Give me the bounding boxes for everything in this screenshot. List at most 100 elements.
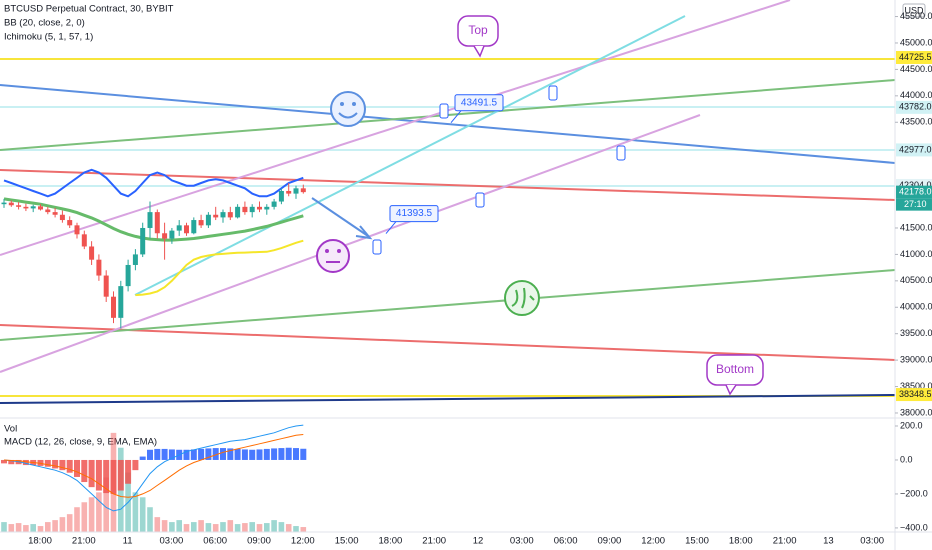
- y-tick-label: 45500.0: [900, 11, 932, 21]
- y-tick-label: 38500.0: [900, 381, 932, 391]
- candle-body: [184, 225, 189, 234]
- currency: USD: [904, 5, 924, 15]
- macd-histogram-bar: [300, 448, 307, 460]
- candle-body: [169, 230, 175, 239]
- currency-badge: [902, 3, 926, 18]
- volume-bar: [74, 507, 80, 532]
- macd-histogram-bar: [227, 448, 234, 460]
- trend-line: [0, 84, 896, 164]
- macd-histogram-bar: [263, 448, 270, 460]
- macd-histogram-bar: [190, 449, 197, 460]
- macd-histogram-bar: [220, 448, 226, 460]
- x-tick-label: 12:00: [641, 536, 665, 547]
- macd-histogram-bar: [52, 459, 59, 469]
- callout-pointer: [385, 221, 397, 234]
- hand-icons: [372, 85, 626, 255]
- x-tick-label: 12: [473, 536, 484, 547]
- symbol-title: BTCUSD Perpetual Contract, 30, BYBIT: [4, 4, 174, 15]
- price-tag-label: 43782.0: [899, 102, 932, 112]
- y-tick-label: 41000.0: [900, 249, 932, 259]
- volume-bar: [293, 526, 299, 532]
- candle-body: [111, 296, 116, 318]
- macd-histogram-bar: [293, 448, 299, 460]
- macd-histogram-bar: [154, 448, 161, 460]
- macd-histogram-bar: [110, 459, 117, 494]
- volume-bar: [139, 497, 146, 532]
- macd-histogram-bar: [278, 448, 285, 460]
- macd-histogram-bar: [81, 459, 88, 483]
- x-tick-label: 09:00: [598, 536, 622, 547]
- x-tick-label: 21:00: [773, 536, 797, 547]
- volume-bar: [271, 520, 277, 532]
- candle-body: [198, 220, 204, 226]
- macd-histogram-bar: [103, 459, 110, 494]
- signal-line: [3, 434, 304, 498]
- candle-body: [242, 206, 248, 213]
- volume-bar: [234, 524, 241, 532]
- y-tick-label: 40000.0: [900, 302, 932, 312]
- candle-body: [118, 286, 124, 318]
- volume-bar: [66, 514, 73, 532]
- note-bottom: Bottom: [706, 354, 764, 396]
- indicator-line: [3, 197, 304, 242]
- candle-body: [293, 188, 299, 194]
- callout-text: 43491.5: [461, 97, 498, 108]
- x-tick-label: 03:00: [510, 536, 534, 547]
- price-tag: [896, 143, 932, 157]
- x-tick-label: 03:00: [160, 536, 184, 547]
- candle-body: [235, 206, 241, 218]
- volume-bar: [45, 522, 51, 532]
- volume-bar: [220, 522, 226, 532]
- macd-line: [3, 424, 304, 512]
- candle-body: [176, 225, 182, 231]
- candle-body: [191, 220, 197, 234]
- indicator-line: [135, 239, 304, 297]
- volume-bar: [1, 522, 7, 532]
- macd-histogram-bar: [241, 449, 248, 460]
- macd-histogram-bar: [44, 459, 51, 467]
- indicator-label: MACD (12, 26, close, 9, EMA, EMA): [4, 437, 157, 448]
- y-tick-label: 200.0: [900, 420, 923, 430]
- y-tick-label: 40500.0: [900, 275, 932, 285]
- price-axis: [895, 0, 932, 550]
- hand-icon: [548, 85, 558, 101]
- x-tick-label: 18:00: [379, 536, 403, 547]
- volume-bar: [278, 522, 285, 532]
- y-tick-label: 0.0: [900, 454, 913, 464]
- macd-histogram-bar: [183, 449, 190, 460]
- macd-histogram-bar: [95, 459, 102, 491]
- volume-bar: [15, 523, 22, 532]
- callout-text: 41393.5: [396, 208, 433, 219]
- macd-histogram-bar: [117, 459, 124, 491]
- volume-bar: [256, 524, 263, 532]
- price-tag-label: 42977.0: [899, 144, 932, 154]
- volume-bar: [191, 522, 197, 532]
- trend-line: [0, 394, 896, 404]
- volume-bar: [81, 502, 88, 532]
- macd-histogram-bar: [205, 448, 212, 460]
- x-tick-label: 06:00: [554, 536, 578, 547]
- candle-body: [140, 227, 146, 255]
- macd-histogram-bar: [66, 459, 73, 473]
- candle-body: [286, 190, 292, 194]
- hand-icon: [616, 145, 626, 161]
- volume-bar: [285, 524, 292, 532]
- indicator-label: Vol: [4, 424, 17, 435]
- macd-histogram-bar: [249, 449, 256, 460]
- candle-body: [205, 214, 211, 226]
- volume-bar: [249, 522, 255, 532]
- volume-bar: [59, 517, 66, 532]
- drawings: [0, 0, 896, 404]
- note-top: Top: [457, 15, 499, 58]
- y-tick-label: 41500.0: [900, 222, 932, 232]
- x-tick-label: 03:00: [860, 536, 884, 547]
- volume-bar: [264, 523, 270, 532]
- y-tick-label: 43500.0: [900, 117, 932, 127]
- candle-body: [147, 212, 153, 228]
- macd-histogram-bar: [22, 459, 29, 466]
- price-tag: [896, 50, 932, 64]
- macd-histogram-bar: [59, 459, 66, 471]
- price-tag: [896, 100, 932, 114]
- volume-bar: [169, 522, 175, 532]
